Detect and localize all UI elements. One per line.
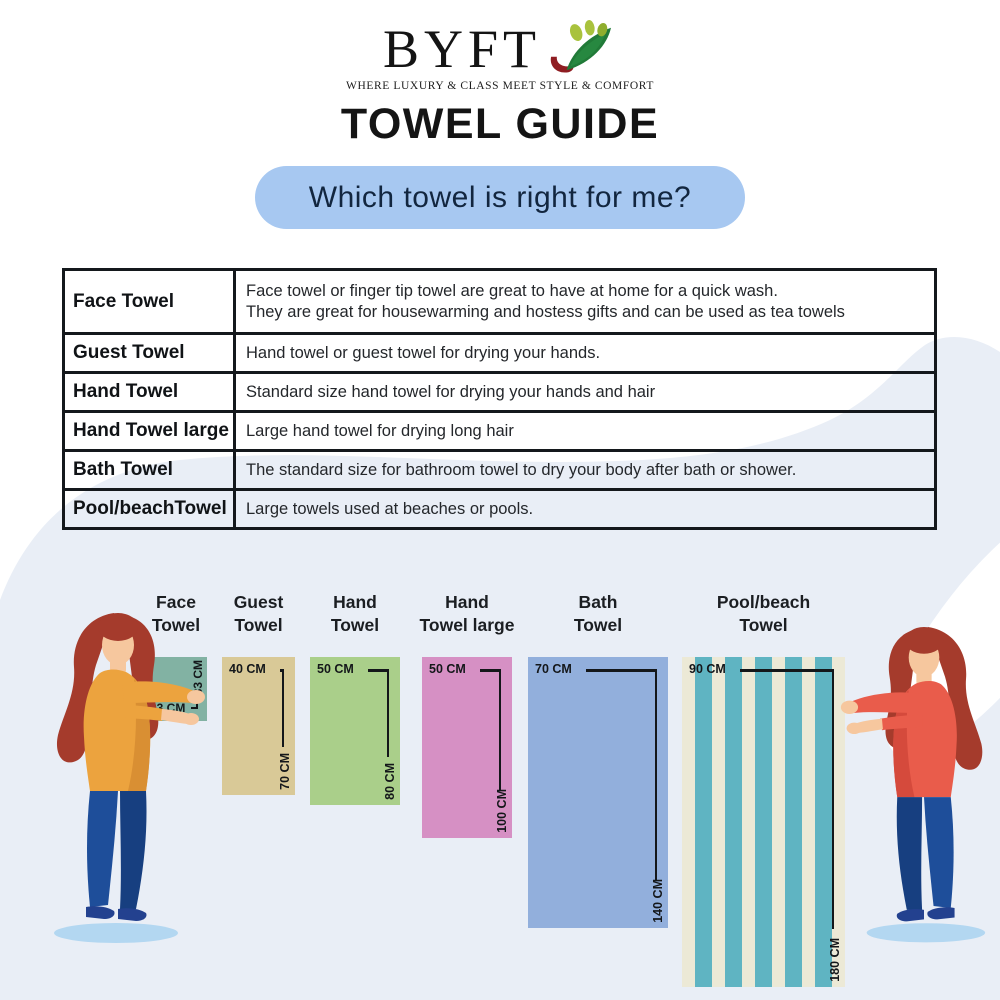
page-title: TOWEL GUIDE [340,100,660,148]
table-row-label: Guest Towel [65,335,236,371]
table-row: Hand Towel Standard size hand towel for … [65,371,934,410]
towel-size-title: Bath Towel [573,592,623,635]
table-row-label: Hand Towel [65,374,236,410]
width-dimension-label: 70 CM [535,662,572,676]
table-row: Face Towel Face towel or finger tip towe… [65,271,934,332]
dimension-line-vertical [654,669,657,880]
width-dimension-label: 40 CM [229,662,266,676]
dimension-line-vertical [386,669,389,757]
table-row: Guest Towel Hand towel or guest towel fo… [65,332,934,371]
leaf-icon [550,20,612,73]
table-row-label: Face Towel [65,271,236,332]
table-row-label: Pool/beachTowel [65,491,236,527]
table-row-label: Bath Towel [65,452,236,488]
width-dimension-label: 90 CM [689,662,726,676]
brand-name: BYFT [382,19,542,79]
towel-size-title: Hand Towel large [419,592,515,635]
dimension-line-horizontal [586,669,657,672]
towel-size-title: Face Towel [151,592,201,635]
width-dimension-label: 50 CM [317,662,354,676]
towel-swatch-guest: 40 CM 70 CM [222,657,295,795]
towel-stripes [682,657,845,987]
dimension-line-vertical [831,669,834,929]
question-banner-text: Which towel is right for me? [308,180,692,214]
header-section: BYFT WHERE LUXURY & CLASS MEET STYLE & C… [0,0,1000,229]
table-row-description: The standard size for bathroom towel to … [246,460,797,479]
table-row-description: Large towels used at beaches or pools. [246,499,534,518]
width-dimension-label: 50 CM [429,662,466,676]
woman-left-illustration [28,597,208,945]
height-dimension-label: 100 CM [495,789,509,833]
table-row-description: Hand towel or guest towel for drying you… [246,343,601,362]
height-dimension-label: 140 CM [651,879,665,923]
table-row: Bath Towel The standard size for bathroo… [65,449,934,488]
towel-size-title: Hand Towel [330,592,380,635]
dimension-line-horizontal [480,669,501,672]
table-row: Hand Towel large Large hand towel for dr… [65,410,934,449]
towel-size-title: Pool/beach Towel [716,592,811,635]
table-row-label: Hand Towel large [65,413,236,449]
height-dimension-label: 80 CM [383,763,397,800]
table-row-description: Large hand towel for drying long hair [246,421,514,440]
height-dimension-label: 70 CM [278,753,292,790]
towel-swatch-bath: 70 CM 140 CM [528,657,668,928]
dimension-line-vertical [498,669,501,790]
dimension-line-horizontal [191,706,198,709]
dimension-line-horizontal [740,669,834,672]
question-banner: Which towel is right for me? [255,166,745,229]
towel-swatch-pool-beach: 90 CM 180 CM [682,657,845,987]
towel-swatch-hand: 50 CM 80 CM [310,657,400,805]
towel-table: Face Towel Face towel or finger tip towe… [62,268,937,530]
towel-swatch-hand-large: 50 CM 100 CM [422,657,512,838]
table-row-description: Face towel or finger tip towel are great… [246,281,845,321]
dimension-line-vertical [281,669,284,747]
dimension-line-horizontal [368,669,389,672]
brand-tagline: WHERE LUXURY & CLASS MEET STYLE & COMFOR… [346,80,654,92]
woman-right-illustration [838,610,1000,946]
table-row-description: Standard size hand towel for drying your… [246,382,656,401]
table-row: Pool/beachTowel Large towels used at bea… [65,488,934,527]
brand-logo: BYFT [0,19,1000,79]
towel-size-title: Guest Towel [233,592,284,635]
